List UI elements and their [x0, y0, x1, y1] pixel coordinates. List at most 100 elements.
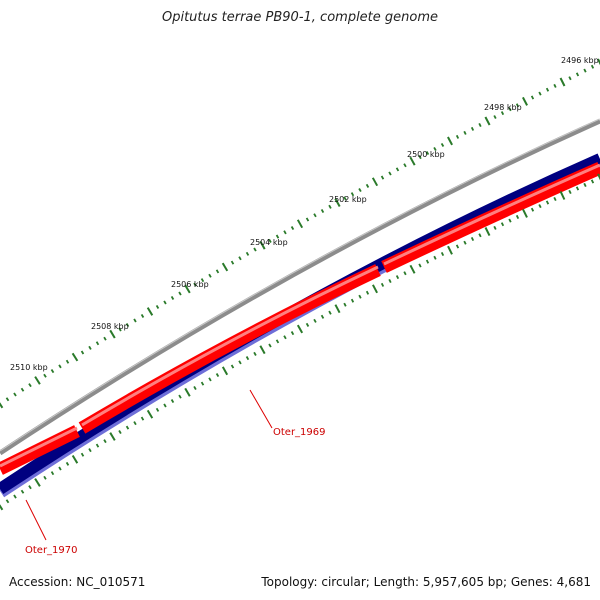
outer-tick-19 [140, 313, 145, 318]
outer-tick-22 [163, 300, 167, 305]
inner-tick-77 [575, 186, 580, 191]
outer-tick-21 [155, 304, 160, 309]
outer-tick-63 [470, 126, 475, 131]
outer-tick-33 [245, 251, 250, 256]
inner-tick-34 [253, 351, 257, 356]
inner-tick-38 [283, 335, 287, 340]
genome-summary: Topology: circular; Length: 5,957,605 bp… [261, 575, 591, 589]
inner-tick-24 [178, 394, 182, 399]
outer-tick-51 [380, 175, 385, 180]
inner-tick-53 [395, 275, 400, 280]
outer-tick-74 [553, 83, 557, 88]
inner-tick-61 [455, 244, 460, 249]
tick-marks-inner [0, 173, 600, 511]
inner-tick-10 [71, 454, 79, 464]
inner-tick-44 [328, 310, 332, 315]
outer-tick-70 [522, 96, 528, 106]
outer-tick-44 [328, 204, 332, 209]
gene-shade-2 [81, 265, 379, 427]
inner-tick-71 [530, 207, 535, 212]
inner-tick-22 [163, 403, 167, 408]
map-title: Opitutus terrae PB90-1, complete genome [161, 10, 439, 25]
gene-label-oter-1969[interactable]: Oter_1969 [273, 427, 326, 438]
outer-tick-55 [409, 156, 416, 166]
outer-tick-17 [125, 323, 130, 328]
inner-tick-41 [305, 322, 310, 327]
gene-label-oter-1970[interactable]: Oter_1970 [25, 545, 78, 556]
backbone-track [0, 118, 600, 456]
inner-tick-63 [470, 236, 475, 242]
outer-tick-9 [65, 359, 70, 364]
tick-label-2500: 2500 kbp [407, 150, 445, 159]
outer-tick-11 [80, 350, 85, 355]
accession-label: Accession: NC_010571 [9, 575, 146, 589]
inner-tick-26 [193, 385, 197, 391]
inner-tick-4 [28, 485, 32, 490]
inner-tick-75 [559, 190, 566, 200]
inner-tick-28 [208, 377, 212, 382]
inner-tick-0 [0, 504, 4, 511]
inner-tick-55 [409, 264, 416, 274]
outer-tick-41 [305, 217, 310, 222]
outer-tick-18 [133, 318, 137, 323]
outer-tick-4 [28, 383, 32, 388]
outer-tick-12 [88, 345, 92, 350]
gene-feature-oter-1969[interactable] [78, 264, 381, 434]
inner-tick-50 [372, 284, 378, 294]
outer-tick-54 [403, 163, 407, 168]
outer-tick-40 [296, 219, 304, 229]
outer-tick-32 [238, 256, 242, 261]
inner-tick-46 [343, 302, 347, 307]
outer-tick-24 [178, 291, 182, 296]
outer-tick-66 [493, 115, 497, 120]
inner-tick-73 [545, 200, 550, 205]
outer-tick-38 [283, 230, 287, 235]
outer-tick-3 [20, 387, 25, 392]
outer-tick-36 [268, 238, 272, 243]
outer-tick-25 [184, 284, 191, 294]
inner-tick-30 [221, 366, 229, 376]
outer-tick-62 [463, 130, 467, 135]
outer-tick-65 [484, 116, 491, 126]
inner-tick-66 [493, 225, 497, 230]
inner-tick-35 [259, 345, 266, 355]
outer-tick-73 [545, 87, 550, 92]
outer-tick-49 [365, 183, 370, 188]
tick-label-2510: 2510 kbp [10, 363, 48, 372]
inner-tick-12 [88, 448, 92, 453]
outer-tick-48 [358, 188, 362, 193]
inner-tick-36 [268, 343, 272, 348]
gene-shade-1 [0, 426, 78, 468]
outer-tick-31 [230, 260, 235, 265]
outer-tick-42 [313, 213, 317, 218]
gene-feature-next[interactable] [381, 162, 600, 273]
outer-tick-1 [5, 397, 10, 402]
gene-feature-oter-1970[interactable] [0, 425, 80, 475]
outer-tick-0 [0, 402, 4, 409]
outer-tick-6 [43, 373, 47, 378]
inner-tick-49 [365, 290, 370, 295]
inner-tick-21 [155, 407, 160, 412]
outer-tick-69 [515, 103, 520, 108]
inner-tick-62 [463, 240, 467, 245]
inner-tick-57 [425, 259, 430, 264]
tick-label-2502: 2502 kbp [329, 195, 367, 204]
inner-tick-58 [433, 255, 437, 260]
outer-tick-7 [50, 369, 55, 374]
inner-tick-56 [418, 263, 422, 268]
outer-tick-71 [530, 95, 535, 100]
outer-tick-59 [440, 142, 445, 147]
outer-tick-37 [275, 234, 280, 239]
inner-tick-45 [334, 304, 341, 314]
inner-tick-2 [13, 494, 17, 499]
outer-tick-39 [290, 226, 295, 231]
inner-tick-47 [350, 298, 355, 303]
inner-tick-43 [320, 314, 325, 319]
outer-tick-2 [13, 392, 17, 397]
inner-tick-72 [538, 204, 542, 209]
outer-tick-52 [388, 171, 392, 176]
inner-tick-65 [484, 227, 491, 237]
inner-tick-11 [80, 452, 85, 457]
outer-tick-80 [597, 58, 600, 66]
inner-tick-7 [50, 471, 55, 476]
